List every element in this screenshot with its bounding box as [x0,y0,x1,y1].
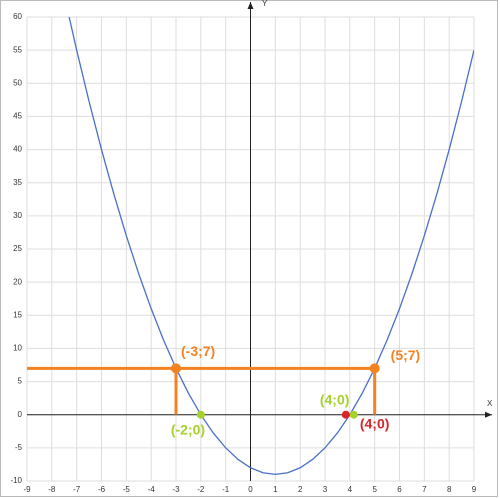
point [369,363,380,374]
point-label: (4;0) [360,415,390,431]
y-tick-label: 35 [13,178,22,187]
y-tick-label: 20 [13,277,22,286]
point [171,363,181,374]
y-axis-label: Y [262,0,268,8]
y-tick-label: -5 [15,443,23,452]
x-tick-label: -2 [197,485,205,494]
point-label: (5;7) [391,347,421,363]
y-tick-label: 55 [13,45,22,54]
x-tick-label: -4 [148,485,156,494]
point [196,410,205,419]
x-tick-label: 5 [372,485,377,494]
y-tick-label: 15 [13,310,22,319]
x-tick-label: 1 [273,485,278,494]
y-tick-label: 10 [13,344,22,353]
y-tick-label: 40 [13,145,22,154]
y-tick-label: 25 [13,244,22,253]
x-tick-label: 9 [472,485,477,494]
x-tick-label: 6 [397,485,402,494]
y-tick-label: 45 [13,112,22,121]
x-axis-label: X [487,399,493,408]
x-tick-label: 3 [323,485,328,494]
x-tick-label: -3 [172,485,180,494]
y-tick-label: 30 [13,211,22,220]
point-label: (-2;0) [171,421,205,437]
x-tick-label: -5 [123,485,131,494]
x-tick-label: -6 [98,485,106,494]
x-tick-label: 8 [447,485,452,494]
y-axis-arrow [247,2,254,9]
y-tick-label: 0 [18,410,23,419]
point-label: (-3;7) [181,343,215,359]
x-tick-label: -7 [73,485,81,494]
point [349,410,358,419]
x-tick-label: 4 [348,485,353,494]
x-tick-label: 7 [422,485,427,494]
curve [68,17,474,476]
point-label: (4;0) [320,391,350,407]
x-tick-label: 0 [248,485,253,494]
x-tick-label: -9 [23,485,31,494]
x-axis-arrow [485,411,492,418]
x-tick-label: -8 [48,485,56,494]
y-tick-label: -10 [10,476,22,485]
x-tick-label: 2 [298,485,303,494]
x-tick-label: -1 [222,485,230,494]
y-tick-label: 60 [13,12,22,21]
y-tick-label: 50 [13,78,22,87]
point [341,410,350,419]
y-tick-label: 5 [18,377,23,386]
